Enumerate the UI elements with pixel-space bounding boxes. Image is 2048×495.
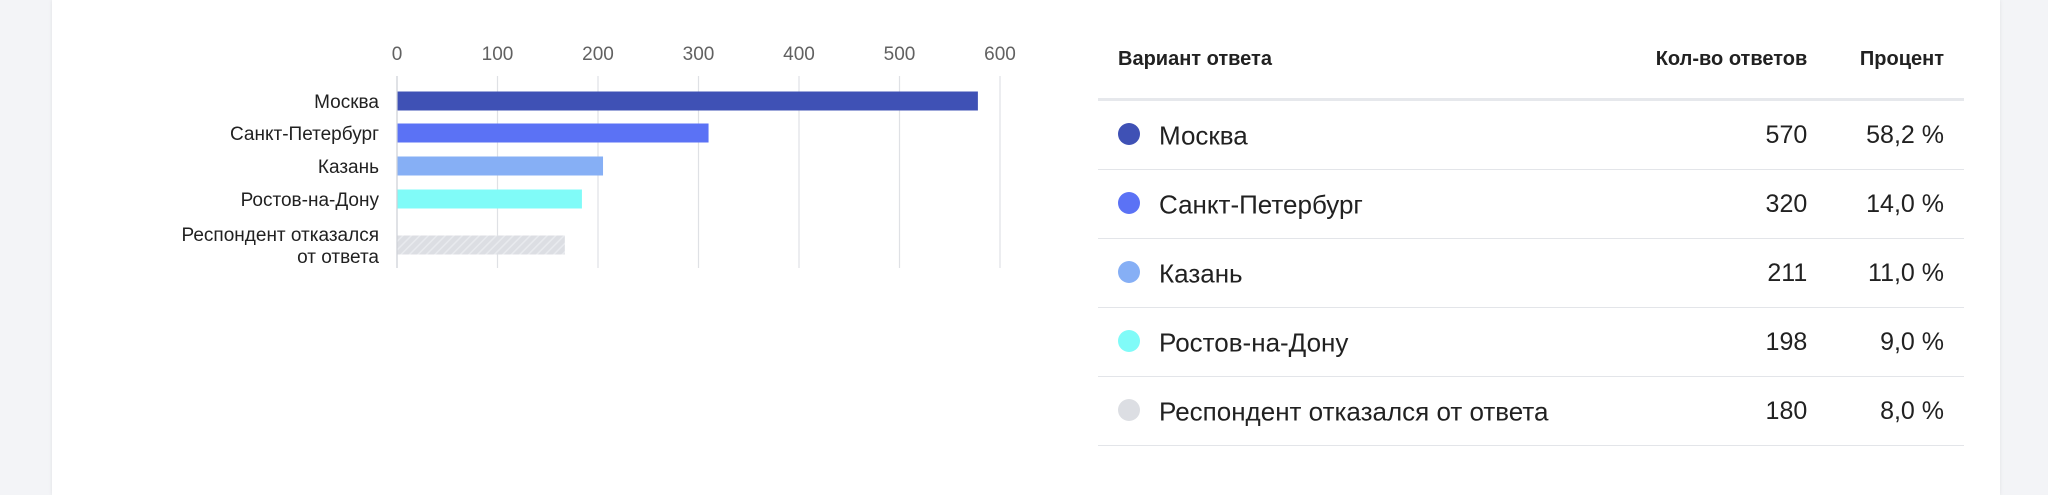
category-label: Ростов-на-Дону [241,190,380,211]
x-tick-label: 300 [683,44,715,65]
option-label: Казань [1159,258,1243,289]
option-cell: Ростов-на-Дону [1098,307,1617,377]
option-label: Ростов-на-Дону [1159,327,1349,358]
table-row: Казань 211 11,0 % [1098,238,1964,308]
percent-cell: 14,0 % [1827,169,1964,239]
option-label: Санкт-Петербург [1159,189,1363,220]
option-cell: Санкт-Петербург [1098,169,1617,239]
x-tick-label: 200 [582,44,614,65]
header-option: Вариант ответа [1098,20,1617,101]
series-color-dot [1118,191,1140,214]
x-tick-label: 400 [783,44,815,65]
x-tick-label: 100 [482,44,514,65]
category-label: Москва [314,92,379,113]
series-color-dot [1118,260,1140,283]
bar-2 [397,123,709,143]
header-percent: Процент [1827,20,1964,101]
table-row: Ростов-на-Дону 198 9,0 % [1098,307,1964,377]
count-cell: 180 [1616,376,1828,446]
x-tick-label: 500 [884,44,916,65]
percent-cell: 58,2 % [1827,99,1964,170]
percent-cell: 9,0 % [1827,307,1964,377]
table-header-row: Вариант ответа Кол-во ответов Процент [1098,20,1964,101]
x-tick-label: 0 [392,44,403,65]
answers-table: Вариант ответа Кол-во ответов Процент Мо… [1098,20,1964,446]
count-cell: 570 [1616,99,1828,170]
percent-cell: 8,0 % [1827,376,1964,446]
category-label: Казань [318,157,379,178]
count-cell: 211 [1616,238,1828,308]
bar-1 [397,91,978,111]
option-cell: Казань [1098,238,1617,308]
series-color-dot [1118,122,1140,145]
series-color-dot [1118,398,1140,421]
bar-3 [397,156,604,176]
bar-5 [397,235,565,255]
bar-4 [397,189,582,209]
table-row: Санкт-Петербург 320 14,0 % [1098,169,1964,239]
category-label: Респондент отказался [182,225,379,246]
count-cell: 198 [1616,307,1828,377]
series-color-dot [1118,329,1140,352]
count-cell: 320 [1616,169,1828,239]
table-row: Москва 570 58,2 % [1098,99,1964,170]
header-count: Кол-во ответов [1616,20,1828,101]
x-tick-label: 600 [984,44,1016,65]
bar-chart: 0 100 200 300 400 500 600 Москва Санкт-Петербург… [52,0,1112,330]
category-label: от ответа [297,247,379,268]
option-label: Респондент отказался от ответа [1159,396,1549,427]
option-cell: Москва [1098,99,1617,170]
table-row: Респондент отказался от ответа 180 8,0 % [1098,376,1964,446]
option-cell: Респондент отказался от ответа [1098,376,1617,446]
bar-chart-svg: 0 100 200 300 400 500 600 Москва Санкт-Петербург… [182,44,1016,268]
percent-cell: 11,0 % [1827,238,1964,308]
category-label: Санкт-Петербург [230,124,379,145]
option-label: Москва [1159,120,1248,151]
results-card: 0 100 200 300 400 500 600 Москва Санкт-Петербург… [52,0,2000,495]
